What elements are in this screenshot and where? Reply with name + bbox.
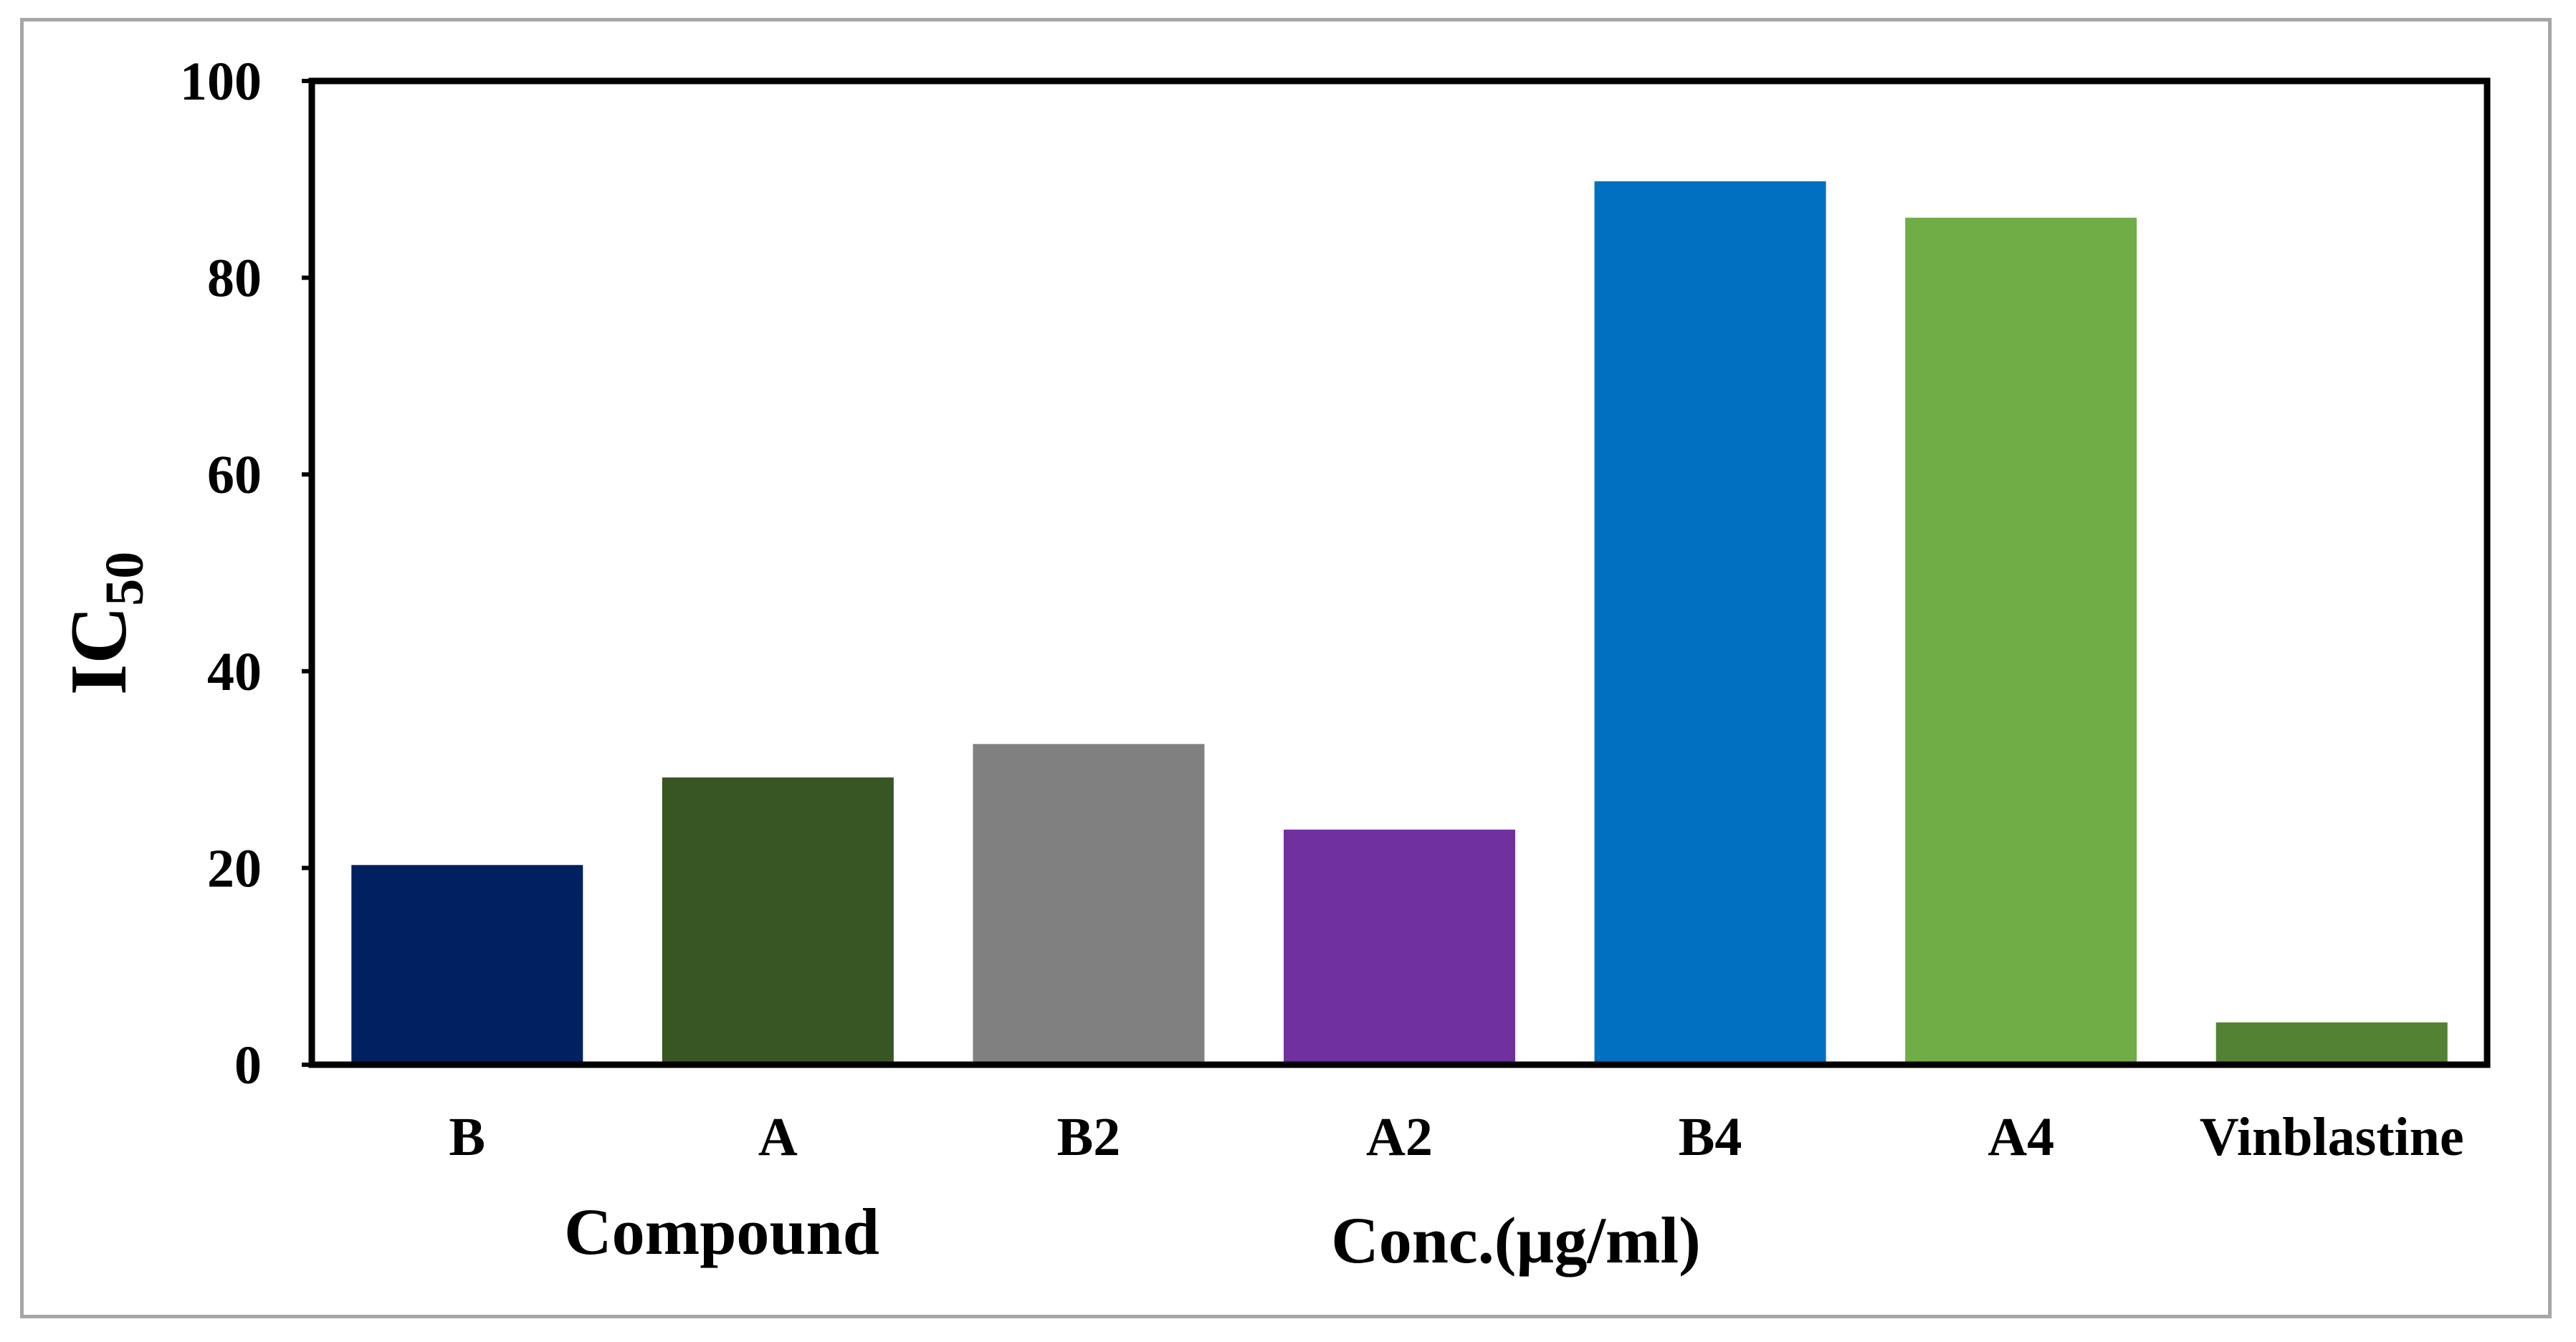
chart-frame <box>20 18 2552 1318</box>
bar-vinblastine <box>2215 1022 2448 1065</box>
bar-a2 <box>1284 829 1515 1065</box>
x-tick-label: B2 <box>1057 1107 1121 1167</box>
x-axis: B A B2 A2 B4 A4 Vinblastine <box>449 1107 2463 1167</box>
x-tick-label: B <box>449 1107 485 1167</box>
y-tick-label: 0 <box>234 1035 262 1096</box>
bar-b4 <box>1594 181 1826 1065</box>
y-tick-label: 100 <box>180 52 262 112</box>
bar-a <box>662 777 894 1065</box>
y-tick-label: 80 <box>207 249 262 309</box>
plot-area <box>308 77 2491 1068</box>
bar-b <box>351 865 583 1065</box>
x-tick-label: Vinblastine <box>2200 1107 2464 1167</box>
x-tick-label: B4 <box>1679 1107 1742 1167</box>
y-axis: 0 20 40 60 80 100 <box>180 52 312 1096</box>
bar-b2 <box>973 744 1205 1065</box>
x-tick-label: A4 <box>1988 1107 2054 1167</box>
bars-layer <box>351 181 2448 1065</box>
bar-a4 <box>1905 217 2137 1065</box>
y-axis-title: IC50 <box>54 552 155 695</box>
y-tick-label: 60 <box>207 445 262 505</box>
y-tick-label: 40 <box>207 642 262 702</box>
y-axis-title-main: IC <box>54 606 143 695</box>
x-tick-label: A2 <box>1366 1107 1433 1167</box>
x-tick-label: A <box>758 1107 798 1167</box>
y-tick-label: 20 <box>207 838 262 898</box>
y-axis-title-subscript: 50 <box>95 552 155 606</box>
x-axis-title-compound: Compound <box>564 1195 879 1268</box>
x-axis-title-concentration: Conc.(µg/ml) <box>1331 1204 1700 1277</box>
